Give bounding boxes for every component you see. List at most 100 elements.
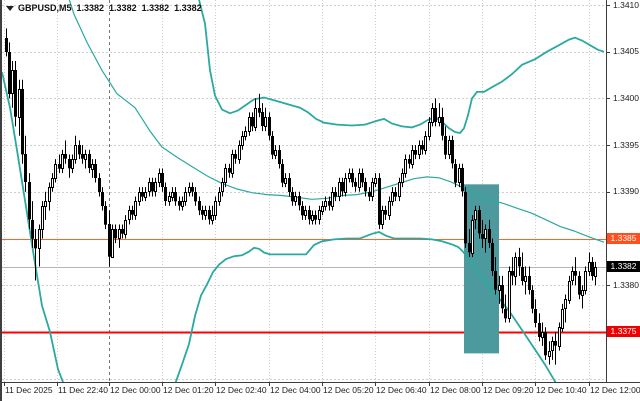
bear-candle-body [308,210,311,220]
bull-candle-body [221,182,224,192]
bear-candle-body [78,145,81,155]
bull-candle-body [274,150,277,156]
bear-candle-body [441,117,444,136]
bear-candle-body [101,192,104,207]
symbol-label: GBPUSD,M5 [18,3,72,13]
bull-candle-body [398,182,401,197]
bear-candle-body [268,117,271,136]
bull-candle-body [168,196,171,202]
bear-candle-body [554,341,557,346]
bear-candle-body [81,154,84,159]
bull-candle-body [331,192,334,207]
bull-candle-body [594,267,597,277]
bear-candle-body [178,201,181,206]
bear-candle-body [451,140,454,164]
bear-candle-body [234,154,237,159]
bull-candle-body [431,108,434,123]
bear-candle-body [261,112,264,127]
bull-candle-body [244,131,247,137]
bear-candle-body [334,192,337,197]
bear-candle-body [481,234,484,239]
bear-candle-body [531,290,534,309]
bull-candle-body [388,201,391,216]
bear-candle-body [278,150,281,165]
ohlc-low: 1.3382 [141,3,170,13]
bull-candle-body [188,187,191,193]
bear-candle-body [108,224,111,257]
bear-candle-body [351,173,354,183]
bear-candle-body [28,182,31,220]
bear-candle-body [491,243,494,272]
bull-candle-body [158,173,161,183]
time-label: 12 Dec 02:40 [216,385,267,395]
bear-candle-body [521,267,524,282]
bull-candle-body [118,229,121,239]
price-label: 1.3390 [613,186,639,197]
bull-candle-body [514,257,517,277]
time-label: 12 Dec 10:40 [536,385,587,395]
bull-candle-body [38,229,41,249]
bear-candle-body [511,271,514,276]
bull-candle-body [214,201,217,216]
chart-title: GBPUSD,M5 1.3382 1.3382 1.3382 1.3382 [6,2,202,14]
bear-candle-body [578,276,581,295]
bull-candle-body [318,210,321,220]
bull-candle-body [211,215,214,221]
bear-candle-body [151,182,154,192]
bear-candle-body [21,89,24,155]
candles [5,28,597,365]
bull-candle-body [231,154,234,174]
bull-candle-body [508,271,511,319]
bull-candle-body [144,192,147,198]
symbol-collapse-icon [6,5,14,11]
bull-candle-body [358,173,361,188]
bear-candle-body [591,262,594,277]
bear-candle-body [414,150,417,155]
bear-candle-body [164,187,167,202]
bear-candle-body [341,182,344,192]
bull-candle-body [71,159,74,169]
band-lower-line [2,72,557,383]
bear-candle-body [378,178,381,225]
bear-candle-body [291,192,294,202]
bull-candle-body [448,140,451,155]
time-label: 12 Dec 08:00 [430,385,481,395]
bull-candle-body [561,309,564,329]
bull-candle-body [321,206,324,212]
bear-candle-body [281,164,284,183]
price-label: 1.3395 [613,139,639,150]
bear-candle-body [298,196,301,206]
bear-candle-body [198,201,201,211]
bear-candle-body [98,178,101,193]
band-upper-line [198,0,605,134]
bear-candle-body [354,182,357,187]
bull-candle-body [124,220,127,235]
bull-candle-body [498,285,501,291]
bull-candle-body [391,192,394,202]
bull-candle-body [381,210,384,225]
bear-candle-body [114,229,117,239]
bull-candle-body [324,201,327,207]
bear-candle-body [468,243,471,253]
bull-candle-body [311,215,314,221]
bear-candle-body [461,168,464,192]
bull-candle-body [581,290,584,296]
bear-candle-body [64,154,67,159]
time-label: 12 Dec 09:20 [483,385,534,395]
bear-candle-body [544,332,547,356]
bull-candle-body [344,178,347,193]
bull-candle-body [471,220,474,254]
bear-candle-body [208,210,211,220]
bear-candle-body [301,206,304,216]
bull-candle-body [54,164,57,179]
bull-candle-body [338,182,341,197]
price-label: 1.3380 [613,279,639,290]
price-label: 1.3405 [613,46,639,57]
current-price-tag: 1.3382 [607,261,640,273]
bear-candle-body [194,192,197,202]
bull-candle-body [568,281,571,301]
bear-candle-body [408,159,411,164]
bull-candle-body [11,70,14,94]
